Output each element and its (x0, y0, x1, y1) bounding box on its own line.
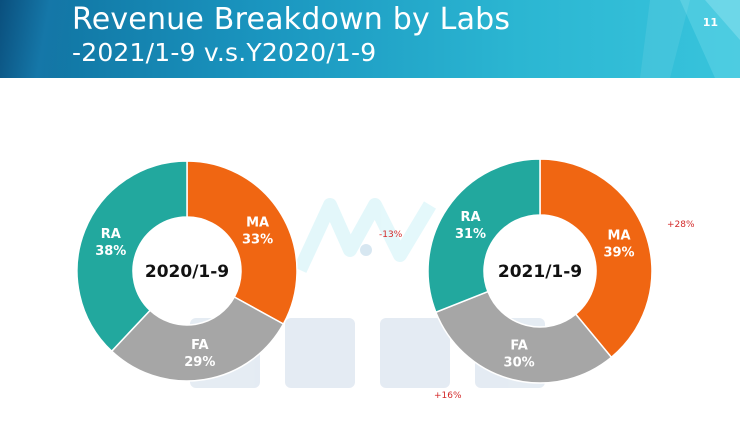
slide-header: Revenue Breakdown by Labs -2021/1-9 v.s.… (0, 0, 740, 78)
header-decoration-left (0, 0, 70, 78)
slice-ma (186, 160, 298, 326)
slice-value-label-fa: 29% (184, 355, 215, 370)
slice-category-label-ma: MA (608, 229, 631, 244)
donut-center-title: 2021/1-9 (498, 262, 582, 282)
slice-ma (539, 158, 653, 359)
slice-ra (427, 158, 541, 314)
change-label-fa: +16% (434, 391, 462, 401)
donut-chart-2021: MA 39% FA 30% RA 31% 2021/1-9 (427, 158, 653, 384)
page-number: 11 (702, 16, 718, 29)
change-label-ra: -13% (379, 230, 403, 240)
slice-fa (434, 290, 613, 384)
slide-title: Revenue Breakdown by Labs (72, 2, 511, 37)
header-decoration-right (640, 0, 740, 78)
slice-value-label-ra: 38% (95, 244, 126, 259)
slice-category-label-ma: MA (246, 215, 269, 230)
donut-chart-2020: MA 33% FA 29% RA 38% 2020/1-9 (76, 160, 298, 382)
slice-value-label-ma: 33% (242, 232, 273, 247)
slice-category-label-fa: FA (191, 338, 208, 353)
slide-subtitle: -2021/1-9 v.s.Y2020/1-9 (72, 38, 377, 67)
slice-value-label-fa: 30% (504, 355, 535, 370)
slice-value-label-ra: 31% (455, 227, 486, 242)
donut-center-title: 2020/1-9 (145, 262, 229, 282)
slice-ra (76, 160, 188, 353)
slice-category-label-ra: RA (101, 227, 121, 242)
change-label-ma: +28% (667, 220, 695, 230)
slice-category-label-ra: RA (460, 210, 480, 225)
slice-category-label-fa: FA (510, 338, 527, 353)
slice-value-label-ma: 39% (603, 246, 634, 261)
slice-fa (110, 295, 285, 382)
